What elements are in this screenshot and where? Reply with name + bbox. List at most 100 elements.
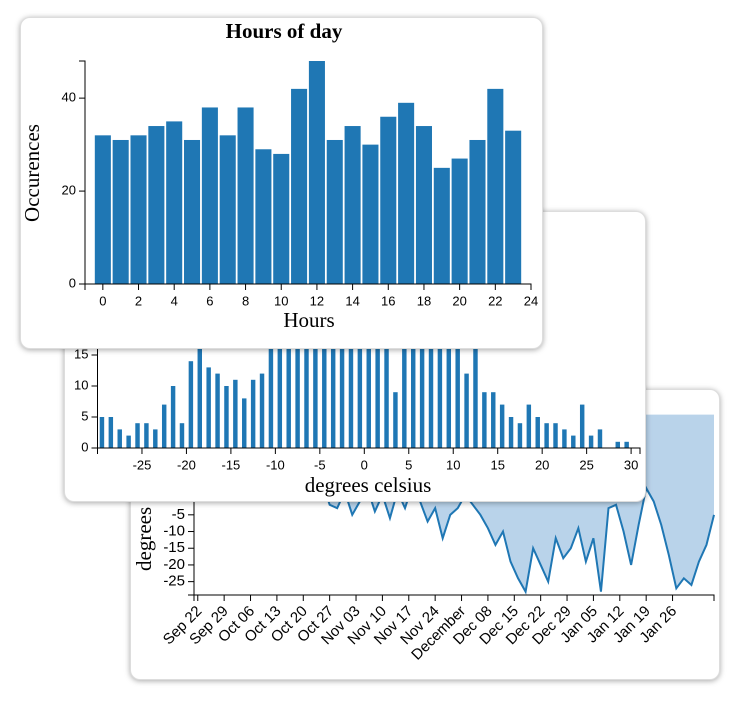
bar	[428, 268, 434, 448]
bar	[170, 386, 176, 448]
x-tick-label: 14	[345, 293, 359, 308]
bar	[255, 149, 272, 284]
bar	[544, 423, 549, 448]
bar	[130, 135, 147, 284]
x-tick-label: 4	[171, 293, 178, 308]
x-tick-label: 6	[206, 293, 213, 308]
y-tick-label: -20	[163, 556, 185, 573]
bar	[380, 116, 397, 284]
bar	[166, 121, 183, 284]
x-tick-label: -25	[133, 457, 152, 472]
x-tick-label: 16	[381, 293, 395, 308]
bar	[588, 435, 594, 448]
bar	[508, 417, 514, 448]
bar	[526, 404, 532, 448]
bar	[579, 404, 585, 448]
x-axis-label: Hours	[283, 308, 334, 332]
y-tick-label: 0	[69, 275, 76, 290]
y-axis	[79, 60, 86, 285]
bar	[553, 423, 558, 448]
y-axis-label: Occurences	[21, 124, 44, 222]
x-tick-label: 10	[446, 457, 460, 472]
x-tick-label: 0	[361, 457, 368, 472]
y-tick-label: -5	[172, 506, 185, 523]
bar	[308, 61, 325, 284]
bar	[215, 373, 220, 448]
y-tick-label: 0	[81, 439, 88, 454]
x-tick-label: 0	[99, 293, 106, 308]
bar	[161, 404, 167, 448]
bar	[286, 274, 291, 448]
y-tick-label: 5	[81, 408, 88, 423]
bar	[437, 286, 443, 448]
bar	[410, 262, 416, 448]
bar	[304, 262, 309, 448]
bar	[487, 88, 504, 284]
x-axis-label: degrees celsius	[305, 473, 432, 497]
bar	[464, 373, 469, 448]
x-axis	[84, 283, 532, 290]
chart-title: Hours of day	[226, 19, 343, 43]
bar	[291, 88, 308, 284]
bar	[348, 286, 354, 448]
y-tick-label: -25	[163, 573, 185, 590]
y-tick-label: 40	[62, 90, 76, 105]
x-axis	[193, 594, 715, 601]
x-tick-label: 10	[274, 293, 288, 308]
bar	[268, 311, 274, 448]
bar	[366, 274, 371, 448]
bar	[277, 293, 283, 448]
bar	[117, 429, 122, 448]
x-tick-label: 22	[488, 293, 502, 308]
x-tick-label: 5	[405, 457, 412, 472]
bar	[153, 429, 158, 448]
bar	[188, 361, 194, 448]
bar	[295, 299, 300, 448]
bar	[505, 130, 522, 284]
bar	[624, 441, 629, 448]
x-tick-label: 20	[452, 293, 466, 308]
bar	[446, 311, 452, 448]
bar	[330, 268, 336, 448]
bar	[242, 398, 247, 448]
bar	[206, 367, 211, 448]
x-tick-label: 15	[490, 457, 504, 472]
y-tick-label: 20	[62, 183, 76, 198]
x-axis	[97, 447, 641, 454]
bar	[535, 417, 540, 448]
bar	[473, 342, 478, 448]
bar	[197, 336, 202, 448]
bar	[184, 139, 201, 284]
card: 0 20 40 0 2 4 6 8 10 12 14 16 18 20 22 24 Hours of day Ho…	[20, 17, 543, 349]
x-tick-label: -20	[177, 457, 196, 472]
bar	[398, 102, 415, 284]
x-tick-label: 25	[579, 457, 593, 472]
bar	[135, 423, 140, 448]
bar	[375, 293, 380, 448]
bar	[597, 429, 603, 448]
bar	[455, 324, 460, 448]
bar	[362, 144, 379, 284]
bar	[179, 423, 185, 448]
bar	[562, 429, 567, 448]
bar	[259, 373, 265, 448]
bar	[126, 435, 131, 448]
bar	[433, 167, 450, 284]
bar	[615, 441, 620, 448]
bar	[108, 417, 114, 448]
bar	[384, 305, 389, 448]
bar	[219, 135, 236, 284]
bar	[517, 423, 523, 448]
x-tick-label: 8	[242, 293, 249, 308]
y-tick-label: -10	[163, 522, 185, 539]
bar	[469, 139, 486, 284]
bar	[326, 139, 343, 284]
bar	[419, 299, 425, 448]
bar	[237, 107, 254, 284]
bar	[499, 404, 505, 448]
x-tick-label: 24	[524, 293, 538, 308]
x-tick-label: 18	[417, 293, 431, 308]
bar	[491, 392, 496, 448]
bar	[273, 153, 290, 284]
bar	[144, 423, 149, 448]
